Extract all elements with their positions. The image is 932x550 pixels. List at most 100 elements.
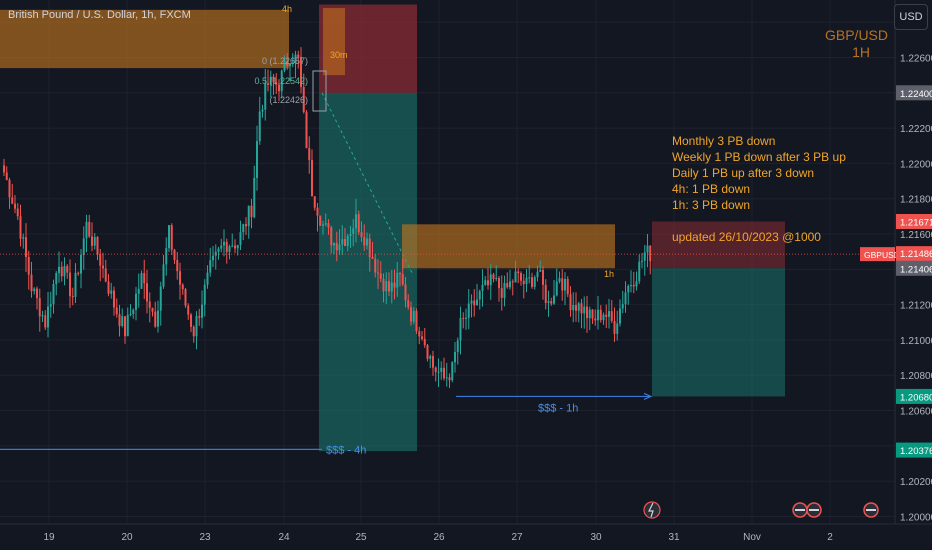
candle-body xyxy=(159,286,162,311)
candle-body xyxy=(223,241,225,246)
currency-button[interactable]: USD xyxy=(894,4,928,30)
candle-body xyxy=(484,280,487,285)
candle-body xyxy=(500,288,503,298)
price-tick-label: 1.22200 xyxy=(900,124,932,135)
candle-body xyxy=(71,296,74,298)
candle-body xyxy=(203,284,206,305)
price-tick-label: 1.21600 xyxy=(900,230,932,241)
candle-layer xyxy=(3,47,652,388)
candle-body xyxy=(542,269,544,285)
candle-body xyxy=(311,159,313,197)
candle-body xyxy=(165,248,168,265)
candle-body xyxy=(547,301,550,303)
candle-body xyxy=(60,266,63,277)
badge-target-top-bg xyxy=(896,85,932,101)
candle-body xyxy=(511,281,514,283)
zone-layer xyxy=(0,4,785,452)
candle-body xyxy=(209,260,212,273)
candle-body xyxy=(418,331,421,337)
badge-target-top: 1.22400 xyxy=(900,89,932,100)
candle-body xyxy=(357,214,360,233)
candle-body xyxy=(184,289,187,306)
candle-body xyxy=(569,294,572,311)
candle-body xyxy=(333,242,335,246)
candle-body xyxy=(187,305,190,315)
badge-stop-price-bg xyxy=(896,213,932,229)
candle-body xyxy=(14,203,16,209)
candle-body xyxy=(11,197,14,204)
candle-body xyxy=(599,309,602,321)
candle-body xyxy=(283,61,286,71)
time-tick-label: 19 xyxy=(43,532,55,543)
candle-body xyxy=(635,281,638,287)
candle-body xyxy=(544,284,547,303)
candle-body xyxy=(454,352,456,363)
candle-body xyxy=(498,277,500,289)
candle-body xyxy=(66,266,69,273)
candle-body xyxy=(245,224,247,227)
candle-body xyxy=(503,283,506,298)
candle-body xyxy=(91,236,93,246)
candle-body xyxy=(517,271,520,274)
candle-body xyxy=(308,148,311,160)
candle-body xyxy=(555,281,558,296)
time-tick-label: 25 xyxy=(355,532,367,543)
badge-target-4h: 1.20376 xyxy=(900,446,932,457)
candle-body xyxy=(110,290,113,294)
candle-body xyxy=(610,311,613,321)
candle-body xyxy=(93,236,96,246)
candle-body xyxy=(602,314,605,321)
candle-body xyxy=(256,141,258,178)
candle-body xyxy=(44,315,47,328)
candle-body xyxy=(217,248,220,252)
candle-body xyxy=(621,304,624,309)
candle-body xyxy=(627,285,630,293)
candle-body xyxy=(107,281,110,294)
candle-body xyxy=(371,257,374,259)
fib-label-05: 0.5 (1.22542) xyxy=(254,76,308,86)
candle-body xyxy=(3,165,5,173)
candle-body xyxy=(33,288,36,292)
candle-body xyxy=(489,274,492,286)
candle-body xyxy=(613,320,616,334)
candle-body xyxy=(404,284,407,301)
badge-target-4h-bg xyxy=(896,442,932,458)
candle-body xyxy=(102,265,104,269)
candle-body xyxy=(363,237,366,246)
candle-body xyxy=(201,304,203,318)
event-alert-icon xyxy=(643,501,661,519)
candle-body xyxy=(228,246,231,253)
candle-body xyxy=(140,273,143,289)
candle-body xyxy=(344,239,346,247)
candle-body xyxy=(352,228,355,234)
candle-body xyxy=(374,258,377,273)
note-weekly: Weekly 1 PB down after 3 PB up xyxy=(672,150,846,164)
candle-body xyxy=(214,251,217,256)
candle-body xyxy=(22,237,25,239)
candle-body xyxy=(36,288,38,299)
price-tick-label: 1.21800 xyxy=(900,195,932,206)
candle-body xyxy=(429,356,432,359)
candle-body xyxy=(440,367,443,372)
candle-body xyxy=(382,278,385,292)
candle-body xyxy=(286,61,289,67)
badge-stop-price: 1.21671 xyxy=(900,217,932,228)
candle-body xyxy=(558,278,561,282)
liquidity-label-4h: $$$ - 4h xyxy=(326,444,366,456)
candle-body xyxy=(399,272,401,274)
candle-body xyxy=(525,277,528,285)
candle-body xyxy=(162,264,165,287)
candle-body xyxy=(25,237,27,257)
candle-body xyxy=(302,87,305,113)
candle-body xyxy=(291,63,294,65)
candle-body xyxy=(63,266,66,277)
note-updated: updated 26/10/2023 @1000 xyxy=(672,230,821,244)
candle-body xyxy=(459,317,462,341)
candle-body xyxy=(19,216,22,239)
candle-body xyxy=(16,208,19,217)
candle-body xyxy=(170,225,173,250)
symbol-watermark: GBP/USD 1H xyxy=(825,27,888,61)
candle-body xyxy=(118,314,121,327)
